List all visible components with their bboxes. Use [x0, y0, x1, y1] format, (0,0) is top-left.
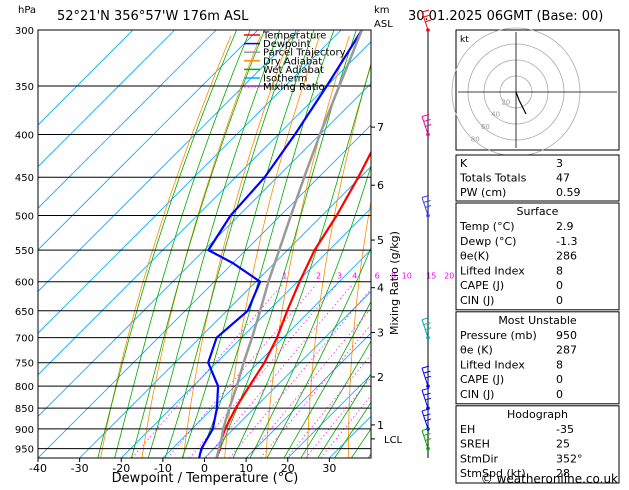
wind-barb — [422, 195, 431, 215]
legend-label: Mixing Ratio — [263, 82, 325, 93]
most-unstable-row-value: 8 — [556, 358, 563, 371]
pressure-tick-label: 450 — [15, 173, 34, 184]
surface-row-value: 286 — [556, 250, 577, 263]
surface-row-value: 0 — [556, 279, 563, 292]
hodograph-frame — [456, 30, 619, 150]
surface-row-label: Dewp (°C) — [460, 235, 516, 248]
stability-tables: K 3 Totals Totals 47 PW (cm) 0.59 SurfaceTemp … — [456, 155, 619, 483]
mixing-ratio-tick-label: 2 — [316, 272, 321, 281]
pressure-tick-label: 800 — [15, 382, 34, 393]
surface-row-label: CAPE (J) — [460, 279, 504, 292]
hodograph-table-title: Hodograph — [507, 408, 568, 421]
hodograph-table-row-value: 352° — [556, 452, 583, 465]
height-tick-label: 5 — [377, 234, 384, 247]
x-tick-label: -30 — [71, 462, 89, 475]
surface-row-label: Lifted Index — [460, 264, 525, 277]
height-tick-label: 1 — [377, 419, 384, 432]
hodograph-ring-label: 80 — [471, 135, 480, 143]
hodograph-table-row-label: SREH — [460, 438, 490, 451]
surface-row-label: θe(K) — [460, 250, 489, 263]
hodograph-table-row-value: -35 — [556, 423, 574, 436]
wind-barb — [422, 366, 431, 386]
pressure-tick-label: 900 — [15, 425, 34, 436]
most-unstable-row-label: CIN (J) — [460, 388, 494, 401]
wind-barb — [422, 409, 431, 429]
x-axis-label: Dewpoint / Temperature (°C) — [112, 471, 299, 486]
mixing-ratio-tick-label: 3 — [337, 272, 342, 281]
most-unstable-row-label: Pressure (mb) — [460, 329, 537, 342]
wind-barb — [422, 318, 431, 338]
surface-row-value: 0 — [556, 294, 563, 307]
pressure-tick-label: 550 — [15, 246, 34, 257]
most-unstable-row-value: 0 — [556, 373, 563, 386]
hodograph-unit: kt — [460, 35, 469, 45]
hodograph-ring-label: 20 — [501, 98, 510, 106]
hodograph-ring-label: 40 — [491, 111, 500, 119]
height-tick-label: 2 — [377, 371, 384, 384]
pressure-tick-label: 350 — [15, 82, 34, 93]
index-row-value: 3 — [556, 157, 563, 170]
mixing-ratio-tick-label: 1 — [282, 272, 287, 281]
surface-row-value: 2.9 — [556, 220, 574, 233]
hodograph-table-row-value: 25 — [556, 438, 570, 451]
hodograph-table-row-label: StmDir — [460, 452, 499, 465]
most-unstable-title: Most Unstable — [498, 314, 577, 327]
pressure-tick-label: 500 — [15, 211, 34, 222]
wind-barb — [422, 388, 431, 408]
most-unstable-row-value: 0 — [556, 388, 563, 401]
surface-row-value: 8 — [556, 264, 563, 277]
height-tick-label: 3 — [377, 326, 384, 339]
hodograph-table-row-label: EH — [460, 423, 475, 436]
index-row-value: 0.59 — [556, 186, 581, 199]
pressure-tick-label: 300 — [15, 26, 34, 37]
most-unstable-row-value: 950 — [556, 329, 577, 342]
surface-title: Surface — [517, 205, 559, 218]
index-row-value: 47 — [556, 172, 570, 185]
x-tick-label: -40 — [29, 462, 47, 475]
mixing-ratio-tick-label: 4 — [352, 272, 357, 281]
pressure-tick-label: 650 — [15, 307, 34, 318]
index-row-label: PW (cm) — [460, 186, 506, 199]
wind-barb — [422, 429, 431, 449]
most-unstable-row-label: CAPE (J) — [460, 373, 504, 386]
height-axis-unit-km: km — [374, 5, 390, 16]
pressure-tick-label: 600 — [15, 278, 34, 289]
surface-row-label: CIN (J) — [460, 294, 494, 307]
wind-barb — [422, 114, 431, 134]
lcl-label: LCL — [384, 435, 403, 446]
wind-profile — [422, 10, 431, 458]
footer-credit: © weatheronline.co.uk — [481, 472, 618, 486]
mixing-ratio-axis-label: Mixing Ratio (g/kg) — [388, 231, 401, 335]
location-title: 52°21'N 356°57'W 176m ASL — [57, 9, 249, 24]
height-tick-label: 4 — [377, 282, 384, 295]
height-tick-label: 7 — [377, 121, 384, 134]
height-tick-label: 6 — [377, 179, 384, 192]
hodograph-ring-label: 60 — [481, 123, 490, 131]
pressure-tick-label: 850 — [15, 404, 34, 415]
most-unstable-row-value: 287 — [556, 344, 577, 357]
datetime-title: 30.01.2025 06GMT (Base: 00) — [408, 9, 603, 24]
pressure-axis: 300 350 400 450 500 550 600 650 700 750 800 850 900 9… — [15, 26, 34, 456]
pressure-tick-label: 400 — [15, 130, 34, 141]
surface-row-label: Temp (°C) — [459, 220, 515, 233]
index-row-label: K — [460, 157, 468, 170]
index-row-label: Totals Totals — [459, 172, 527, 185]
height-axis-unit-asl: ASL — [374, 19, 393, 30]
most-unstable-row-label: θe (K) — [460, 344, 493, 357]
pressure-tick-label: 950 — [15, 445, 34, 456]
most-unstable-row-label: Lifted Index — [460, 358, 525, 371]
x-tick-label: 30 — [322, 462, 336, 475]
mixing-ratio-tick-label: 6 — [375, 272, 380, 281]
mixing-ratio-tick-label: 10 — [402, 272, 412, 281]
mixing-ratio-tick-label: 20 — [444, 272, 454, 281]
pressure-tick-label: 700 — [15, 334, 34, 345]
y-axis-unit: hPa — [18, 5, 36, 16]
surface-row-value: -1.3 — [556, 235, 577, 248]
pressure-tick-label: 750 — [15, 359, 34, 370]
